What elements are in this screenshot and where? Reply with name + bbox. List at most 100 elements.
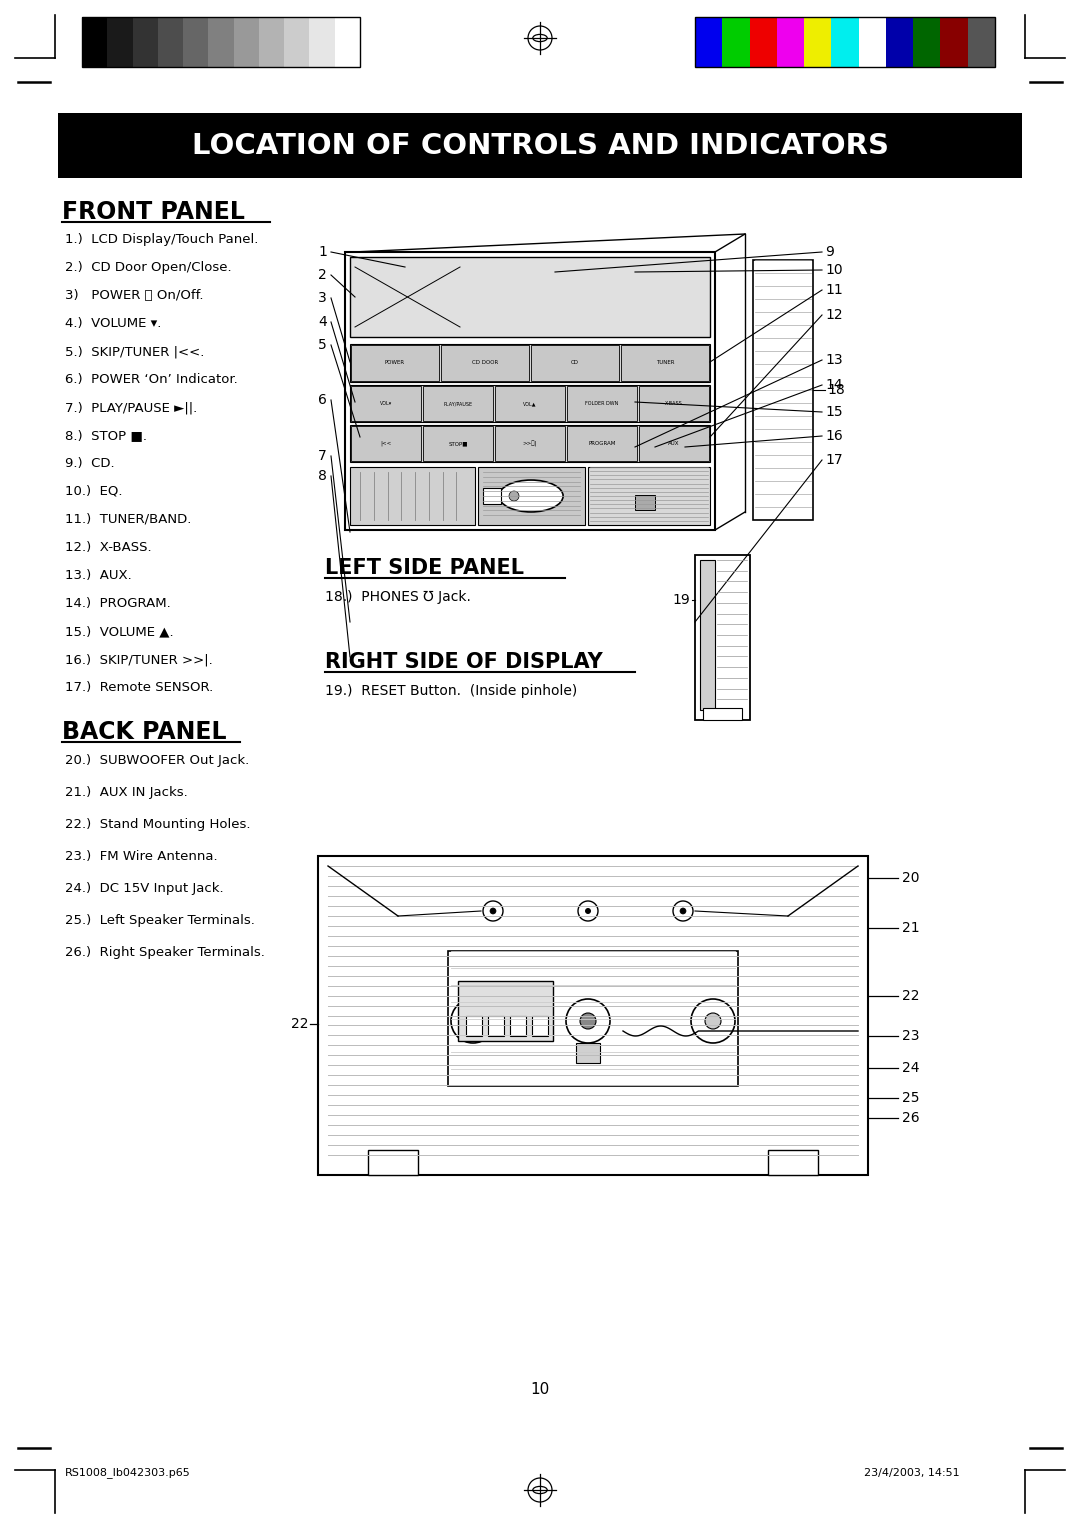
Bar bbox=[441, 345, 529, 380]
Text: FOLDER DWN: FOLDER DWN bbox=[585, 400, 619, 406]
Bar bbox=[914, 17, 941, 67]
Bar bbox=[465, 1016, 482, 1036]
Text: VOL▲: VOL▲ bbox=[523, 400, 537, 406]
Text: 21: 21 bbox=[902, 921, 920, 935]
Bar bbox=[495, 426, 565, 461]
Bar bbox=[133, 17, 158, 67]
Text: 25.)  Left Speaker Terminals.: 25.) Left Speaker Terminals. bbox=[65, 914, 255, 927]
Text: AUX: AUX bbox=[669, 442, 679, 446]
Circle shape bbox=[509, 490, 519, 501]
Text: 9: 9 bbox=[825, 244, 834, 260]
Bar bbox=[310, 17, 335, 67]
Bar bbox=[448, 950, 738, 1086]
Text: |<<: |<< bbox=[380, 440, 392, 446]
Bar bbox=[259, 17, 284, 67]
Bar bbox=[82, 17, 360, 67]
Bar bbox=[805, 17, 832, 67]
Bar bbox=[576, 1044, 600, 1063]
Text: 11: 11 bbox=[825, 283, 842, 296]
Bar bbox=[284, 17, 310, 67]
Circle shape bbox=[705, 1013, 721, 1028]
Text: 10: 10 bbox=[825, 263, 842, 277]
Bar bbox=[696, 17, 995, 67]
Circle shape bbox=[483, 902, 503, 921]
Text: 6: 6 bbox=[319, 393, 327, 406]
Text: RIGHT SIDE OF DISPLAY: RIGHT SIDE OF DISPLAY bbox=[325, 652, 603, 672]
Circle shape bbox=[580, 1013, 596, 1028]
Bar bbox=[350, 385, 710, 422]
Circle shape bbox=[673, 902, 693, 921]
Bar bbox=[184, 17, 208, 67]
Bar bbox=[318, 856, 868, 1175]
Bar bbox=[768, 1151, 818, 1175]
Text: PLAY/PAUSE: PLAY/PAUSE bbox=[444, 400, 473, 406]
Text: 15.)  VOLUME ▲.: 15.) VOLUME ▲. bbox=[65, 625, 174, 639]
Bar bbox=[368, 1151, 418, 1175]
Bar bbox=[233, 17, 259, 67]
Text: 8: 8 bbox=[319, 469, 327, 483]
Text: 24: 24 bbox=[902, 1060, 919, 1076]
Bar bbox=[495, 387, 565, 422]
Text: 10.)  EQ.: 10.) EQ. bbox=[65, 484, 122, 498]
Circle shape bbox=[490, 908, 496, 914]
Text: 13.)  AUX.: 13.) AUX. bbox=[65, 568, 132, 582]
Text: 22: 22 bbox=[291, 1018, 308, 1031]
Bar bbox=[208, 17, 233, 67]
Text: 25: 25 bbox=[902, 1091, 919, 1105]
Text: 11.)  TUNER/BAND.: 11.) TUNER/BAND. bbox=[65, 513, 191, 526]
Bar bbox=[478, 468, 585, 526]
Text: 24.)  DC 15V Input Jack.: 24.) DC 15V Input Jack. bbox=[65, 882, 224, 895]
Text: 23.)  FM Wire Antenna.: 23.) FM Wire Antenna. bbox=[65, 850, 218, 863]
Bar bbox=[832, 17, 859, 67]
Bar bbox=[488, 1016, 504, 1036]
Text: 21.)  AUX IN Jacks.: 21.) AUX IN Jacks. bbox=[65, 785, 188, 799]
Bar bbox=[107, 17, 133, 67]
Text: 2: 2 bbox=[319, 267, 327, 283]
Bar bbox=[82, 17, 107, 67]
Circle shape bbox=[578, 902, 598, 921]
Bar bbox=[968, 17, 995, 67]
Text: 17: 17 bbox=[825, 452, 842, 468]
Text: 1.)  LCD Display/Touch Panel.: 1.) LCD Display/Touch Panel. bbox=[65, 232, 258, 246]
Text: POWER: POWER bbox=[384, 361, 405, 365]
Text: BACK PANEL: BACK PANEL bbox=[62, 720, 227, 744]
Bar bbox=[350, 344, 710, 382]
Bar bbox=[635, 495, 654, 510]
Text: 19.)  RESET Button.  (Inside pinhole): 19.) RESET Button. (Inside pinhole) bbox=[325, 685, 577, 698]
Bar bbox=[703, 707, 742, 720]
Bar bbox=[941, 17, 968, 67]
Bar bbox=[351, 387, 421, 422]
Text: FRONT PANEL: FRONT PANEL bbox=[62, 200, 245, 225]
Bar bbox=[639, 426, 708, 461]
Text: 6.)  POWER ‘On’ Indicator.: 6.) POWER ‘On’ Indicator. bbox=[65, 373, 238, 387]
Text: 20.)  SUBWOOFER Out Jack.: 20.) SUBWOOFER Out Jack. bbox=[65, 753, 249, 767]
Text: 16: 16 bbox=[825, 429, 842, 443]
Text: LEFT SIDE PANEL: LEFT SIDE PANEL bbox=[325, 558, 524, 578]
Text: 3)   POWER ⏻ On/Off.: 3) POWER ⏻ On/Off. bbox=[65, 289, 203, 303]
Bar bbox=[777, 17, 805, 67]
Text: 10: 10 bbox=[530, 1383, 550, 1398]
Text: X-BASS: X-BASS bbox=[665, 400, 683, 406]
Bar bbox=[621, 345, 708, 380]
Bar bbox=[859, 17, 886, 67]
Text: 5.)  SKIP/TUNER |<<.: 5.) SKIP/TUNER |<<. bbox=[65, 345, 204, 358]
Bar bbox=[58, 113, 1022, 177]
Bar bbox=[696, 555, 750, 720]
Bar bbox=[696, 17, 723, 67]
Bar bbox=[351, 426, 421, 461]
Text: CD: CD bbox=[571, 361, 579, 365]
Bar bbox=[886, 17, 914, 67]
Bar bbox=[458, 981, 553, 1041]
Circle shape bbox=[465, 1013, 481, 1028]
Bar bbox=[158, 17, 184, 67]
Text: 7.)  PLAY/PAUSE ►||.: 7.) PLAY/PAUSE ►||. bbox=[65, 400, 198, 414]
Bar bbox=[531, 345, 619, 380]
Bar bbox=[588, 468, 710, 526]
Bar bbox=[335, 17, 360, 67]
Text: 23: 23 bbox=[902, 1028, 919, 1044]
Text: 20: 20 bbox=[902, 871, 919, 885]
Text: LOCATION OF CONTROLS AND INDICATORS: LOCATION OF CONTROLS AND INDICATORS bbox=[191, 131, 889, 160]
Bar bbox=[723, 17, 750, 67]
Bar bbox=[345, 252, 715, 530]
Bar bbox=[639, 387, 708, 422]
